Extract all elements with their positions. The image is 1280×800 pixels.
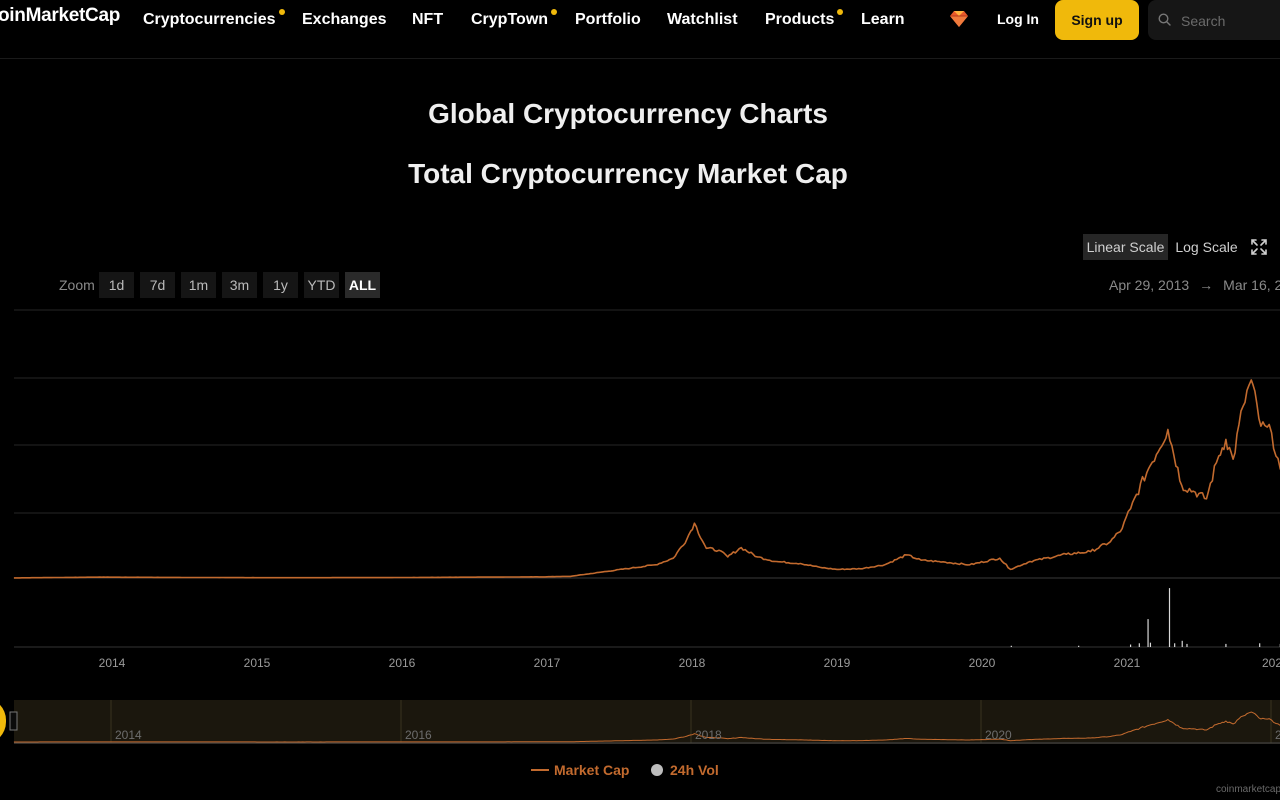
legend-market-cap-label: Market Cap <box>554 762 630 778</box>
navigator-tick-label: 2 <box>1275 728 1280 742</box>
zoom-7d-label: 7d <box>149 277 166 293</box>
new-badge-dot <box>837 9 844 15</box>
nav-cryptown-label: CrypTown <box>471 11 549 28</box>
volume-series <box>1010 588 1280 647</box>
nav-watchlist-label: Watchlist <box>667 11 738 28</box>
top-nav: oinMarketCap Cryptocurrencies Exchanges … <box>0 0 1280 40</box>
x-tick-label: 202 <box>1262 656 1280 670</box>
x-tick-label: 2020 <box>969 656 996 670</box>
navigator-tick-label: 2014 <box>115 728 142 742</box>
zoom-1d-label: 1d <box>108 277 125 293</box>
range-arrow: → <box>1199 277 1214 293</box>
legend-market-cap[interactable]: Market Cap <box>531 762 629 778</box>
page-title: Global Cryptocurrency Charts <box>428 98 828 129</box>
navigator[interactable]: 2014 2016 2018 2020 2 <box>9 700 1280 744</box>
zoom-3m-label: 3m <box>229 277 250 293</box>
zoom-7d-button[interactable]: 7d <box>140 272 175 298</box>
search-input[interactable] <box>1179 10 1280 32</box>
zoom-1y-label: 1y <box>273 277 288 293</box>
navigator-selection[interactable] <box>14 700 1280 744</box>
zoom-3m-button[interactable]: 3m <box>222 272 257 298</box>
nav-exchanges-label: Exchanges <box>302 11 387 28</box>
x-tick-label: 2018 <box>679 656 706 670</box>
legend-24h-vol-label: 24h Vol <box>670 762 719 778</box>
nav-watchlist[interactable]: Watchlist <box>667 11 738 29</box>
nav-nft-label: NFT <box>412 11 444 28</box>
range-to[interactable]: Mar 16, 20 <box>1223 277 1280 293</box>
nav-cryptown[interactable]: CrypTown <box>471 9 558 29</box>
zoom-all-label: ALL <box>348 277 377 293</box>
navigator-grid <box>110 700 1272 743</box>
nav-nft[interactable]: NFT <box>412 11 443 29</box>
log-scale-button[interactable]: Log Scale <box>1172 234 1241 260</box>
market-cap-line <box>13 379 1280 579</box>
zoom-1d-button[interactable]: 1d <box>99 272 134 298</box>
zoom-1m-button[interactable]: 1m <box>181 272 216 298</box>
zoom-ytd-label: YTD <box>307 277 336 293</box>
chart-credit: coinmarketcap <box>1216 784 1280 795</box>
nav-products[interactable]: Products <box>765 9 844 29</box>
legend-line-swatch <box>531 768 549 771</box>
linear-scale-label: Linear Scale <box>1086 239 1165 255</box>
x-tick-label: 2016 <box>389 656 416 670</box>
nav-learn-label: Learn <box>861 11 905 28</box>
search-icon <box>1158 13 1171 26</box>
navigator-labels: 2014 2016 2018 2020 2 <box>115 728 1280 742</box>
legend-circle-swatch <box>651 763 663 776</box>
new-badge-dot <box>551 9 558 15</box>
chart-title: Total Cryptocurrency Market Cap <box>408 158 848 189</box>
coinmarketcap-logo[interactable]: oinMarketCap <box>0 5 121 26</box>
zoom-1m-label: 1m <box>188 277 209 293</box>
signup-label: Sign up <box>1071 12 1123 28</box>
navigator-tick-label: 2020 <box>985 728 1012 742</box>
x-tick-label: 2015 <box>244 656 271 670</box>
nav-portfolio[interactable]: Portfolio <box>575 11 641 29</box>
navigator-yellow-handle[interactable] <box>0 698 6 744</box>
log-scale-label: Log Scale <box>1175 239 1238 255</box>
diamond-icon[interactable] <box>948 8 970 30</box>
new-badge-dot <box>278 9 285 15</box>
nav-cryptocurrencies-label: Cryptocurrencies <box>143 11 276 28</box>
linear-scale-button[interactable]: Linear Scale <box>1083 234 1168 260</box>
nav-divider <box>0 58 1280 59</box>
zoom-label: Zoom <box>59 277 95 293</box>
navigator-tick-label: 2018 <box>695 728 722 742</box>
nav-products-label: Products <box>765 11 835 28</box>
navigator-left-handle[interactable] <box>9 711 18 731</box>
navigator-tick-label: 2016 <box>405 728 432 742</box>
fullscreen-icon[interactable] <box>1250 238 1268 256</box>
x-tick-label: 2019 <box>824 656 851 670</box>
range-from[interactable]: Apr 29, 2013 <box>1109 277 1190 293</box>
zoom-all-button[interactable]: ALL <box>345 272 380 298</box>
signup-button[interactable]: Sign up <box>1055 0 1139 40</box>
market-cap-chart[interactable]: 2014 2015 2016 2017 2018 2019 2020 2021 202 2014… <box>0 300 1280 800</box>
nav-portfolio-label: Portfolio <box>575 11 641 28</box>
nav-learn[interactable]: Learn <box>861 11 905 29</box>
chart-grid <box>14 309 1280 648</box>
x-tick-label: 2021 <box>1114 656 1141 670</box>
navigator-line <box>13 711 1280 743</box>
zoom-ytd-button[interactable]: YTD <box>304 272 339 298</box>
chart-legend: Market Cap 24h Vol <box>0 762 1256 778</box>
legend-24h-vol[interactable]: 24h Vol <box>651 762 719 778</box>
date-range: Apr 29, 2013 → Mar 16, 20 <box>1109 277 1280 293</box>
login-link[interactable]: Log In <box>997 11 1039 27</box>
x-axis-labels: 2014 2015 2016 2017 2018 2019 2020 2021 202 <box>99 656 1280 670</box>
search-box[interactable] <box>1148 0 1280 40</box>
nav-cryptocurrencies[interactable]: Cryptocurrencies <box>143 9 285 29</box>
zoom-1y-button[interactable]: 1y <box>263 272 298 298</box>
x-tick-label: 2017 <box>534 656 561 670</box>
x-tick-label: 2014 <box>99 656 126 670</box>
nav-exchanges[interactable]: Exchanges <box>302 11 386 29</box>
